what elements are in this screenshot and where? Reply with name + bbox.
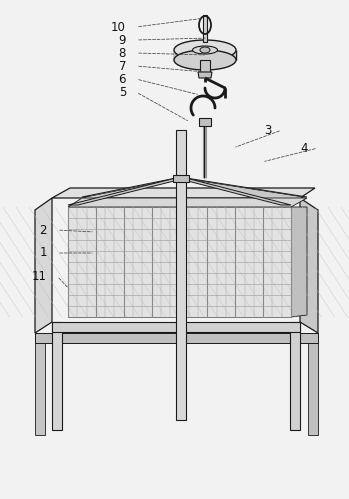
Polygon shape — [176, 130, 186, 420]
Polygon shape — [176, 178, 291, 205]
Polygon shape — [68, 198, 307, 207]
Polygon shape — [35, 333, 318, 343]
Text: 2: 2 — [39, 224, 47, 237]
Text: 11: 11 — [32, 269, 47, 282]
Text: 5: 5 — [119, 85, 126, 98]
Polygon shape — [82, 178, 186, 197]
Polygon shape — [52, 322, 300, 332]
Polygon shape — [73, 178, 181, 205]
Polygon shape — [199, 118, 211, 126]
Text: 6: 6 — [119, 72, 126, 85]
Polygon shape — [35, 198, 52, 333]
Text: 1: 1 — [39, 247, 47, 259]
Polygon shape — [308, 333, 318, 435]
Ellipse shape — [200, 47, 210, 53]
Polygon shape — [35, 333, 45, 435]
Polygon shape — [173, 175, 189, 182]
Text: 10: 10 — [111, 20, 126, 33]
Polygon shape — [52, 322, 62, 430]
Polygon shape — [290, 322, 300, 430]
Text: 7: 7 — [119, 59, 126, 72]
Text: 4: 4 — [300, 142, 308, 155]
Text: 8: 8 — [119, 46, 126, 59]
Polygon shape — [200, 60, 210, 72]
Polygon shape — [52, 188, 315, 198]
Polygon shape — [300, 198, 318, 333]
Ellipse shape — [193, 46, 217, 54]
Polygon shape — [198, 72, 212, 78]
Polygon shape — [174, 50, 236, 60]
Polygon shape — [181, 178, 303, 205]
Text: 3: 3 — [265, 123, 272, 137]
Polygon shape — [203, 15, 207, 42]
Text: 9: 9 — [119, 33, 126, 46]
Polygon shape — [291, 207, 307, 317]
Ellipse shape — [174, 50, 236, 70]
Polygon shape — [68, 178, 186, 205]
Polygon shape — [68, 207, 291, 317]
Ellipse shape — [174, 40, 236, 60]
Polygon shape — [176, 178, 307, 197]
